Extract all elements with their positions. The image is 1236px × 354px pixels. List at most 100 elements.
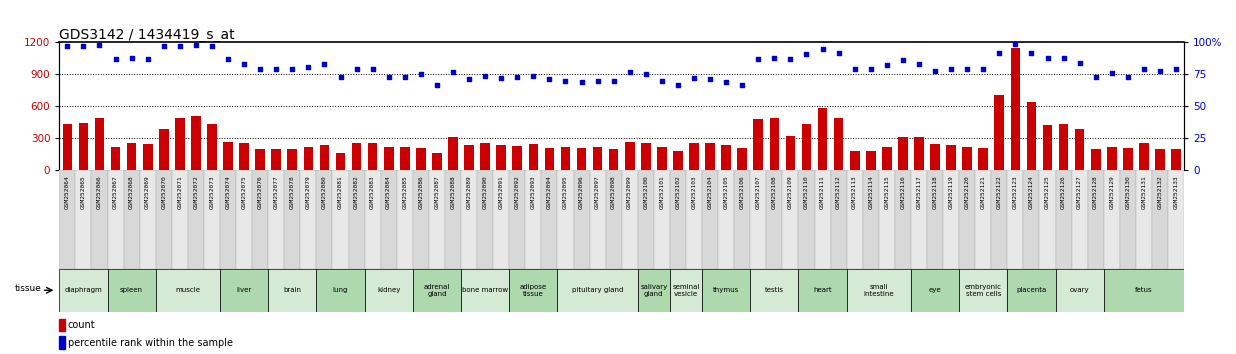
Point (412, 72, 431, 77)
Bar (268, 269, 316, 312)
Bar (750, 170, 766, 269)
Text: embryonic
stem cells: embryonic stem cells (965, 284, 1001, 297)
Text: GSM252094: GSM252094 (546, 175, 552, 209)
Text: GSM252125: GSM252125 (1044, 175, 1051, 209)
Text: GSM252104: GSM252104 (707, 175, 713, 209)
Point (1167, 67, 1187, 72)
Point (765, 55, 785, 61)
Text: GSM252082: GSM252082 (353, 175, 360, 209)
Text: heart: heart (813, 287, 832, 293)
Bar (497, 145, 506, 170)
Point (154, 44, 174, 49)
Point (267, 67, 287, 72)
Text: GSM252106: GSM252106 (739, 175, 745, 209)
Bar (670, 170, 686, 269)
Bar (332, 170, 349, 269)
Bar (224, 142, 232, 170)
Text: GSM252079: GSM252079 (305, 175, 311, 209)
Bar (786, 136, 795, 170)
Bar (557, 269, 638, 312)
Point (701, 76, 721, 82)
Text: GSM252078: GSM252078 (289, 175, 295, 209)
Point (749, 56, 769, 62)
Bar (1075, 129, 1084, 170)
Bar (220, 170, 236, 269)
Bar (192, 116, 200, 170)
Point (219, 56, 239, 62)
Text: GSM252098: GSM252098 (611, 175, 617, 209)
Bar (541, 170, 557, 269)
Text: GSM252118: GSM252118 (932, 175, 938, 209)
Bar (641, 143, 650, 170)
Bar (352, 143, 361, 170)
Point (1151, 68, 1170, 73)
Bar (509, 170, 525, 269)
Bar (252, 170, 268, 269)
Bar (638, 269, 670, 312)
Bar (236, 170, 252, 269)
Point (556, 78, 576, 84)
Bar (284, 170, 300, 269)
Bar (75, 170, 91, 269)
Text: GSM252068: GSM252068 (129, 175, 135, 209)
Text: GSM252086: GSM252086 (418, 175, 424, 209)
Text: GSM252108: GSM252108 (771, 175, 777, 209)
Point (203, 44, 222, 49)
Text: GSM252124: GSM252124 (1028, 175, 1035, 209)
Bar (798, 170, 815, 269)
Text: GSM252127: GSM252127 (1077, 175, 1083, 209)
Text: GSM252126: GSM252126 (1060, 175, 1067, 209)
Text: GSM252084: GSM252084 (386, 175, 392, 209)
Bar (204, 170, 220, 269)
Point (910, 61, 929, 67)
Bar (59, 319, 66, 331)
Text: GSM252103: GSM252103 (691, 175, 697, 209)
Bar (59, 170, 75, 269)
Text: GSM252067: GSM252067 (112, 175, 119, 209)
Bar (433, 154, 441, 170)
Text: GSM252115: GSM252115 (884, 175, 890, 209)
Bar (1088, 170, 1104, 269)
Text: GSM252089: GSM252089 (466, 175, 472, 209)
Point (492, 75, 512, 81)
Text: spleen: spleen (120, 287, 143, 293)
Point (1070, 60, 1090, 66)
Text: GSM252119: GSM252119 (948, 175, 954, 209)
Text: adipose
tissue: adipose tissue (520, 284, 546, 297)
Bar (798, 269, 847, 312)
Bar (91, 170, 108, 269)
Bar (384, 147, 393, 170)
Text: GSM252111: GSM252111 (819, 175, 826, 209)
Bar (770, 118, 779, 170)
Text: GSM252130: GSM252130 (1125, 175, 1131, 209)
Bar (674, 152, 682, 170)
Text: GSM252064: GSM252064 (64, 175, 70, 209)
Point (990, 50, 1010, 56)
Bar (445, 170, 461, 269)
Bar (975, 170, 991, 269)
Bar (272, 149, 281, 170)
Bar (850, 152, 859, 170)
Bar (1124, 148, 1132, 170)
Bar (417, 148, 425, 170)
Bar (1120, 170, 1136, 269)
Bar (883, 147, 891, 170)
Point (620, 69, 640, 75)
Text: GSM252095: GSM252095 (562, 175, 569, 209)
Bar (220, 269, 268, 312)
Text: GSM252132: GSM252132 (1157, 175, 1163, 209)
Text: GSM252129: GSM252129 (1109, 175, 1115, 209)
Bar (638, 170, 654, 269)
Bar (1007, 269, 1056, 312)
Bar (754, 119, 763, 170)
Point (315, 61, 335, 67)
Bar (256, 149, 265, 170)
Bar (625, 142, 634, 170)
Text: kidney: kidney (377, 287, 400, 293)
Point (1038, 55, 1058, 61)
Text: GSM252070: GSM252070 (161, 175, 167, 209)
Bar (879, 170, 895, 269)
Bar (176, 118, 184, 170)
Point (942, 67, 962, 72)
Point (1022, 50, 1042, 56)
